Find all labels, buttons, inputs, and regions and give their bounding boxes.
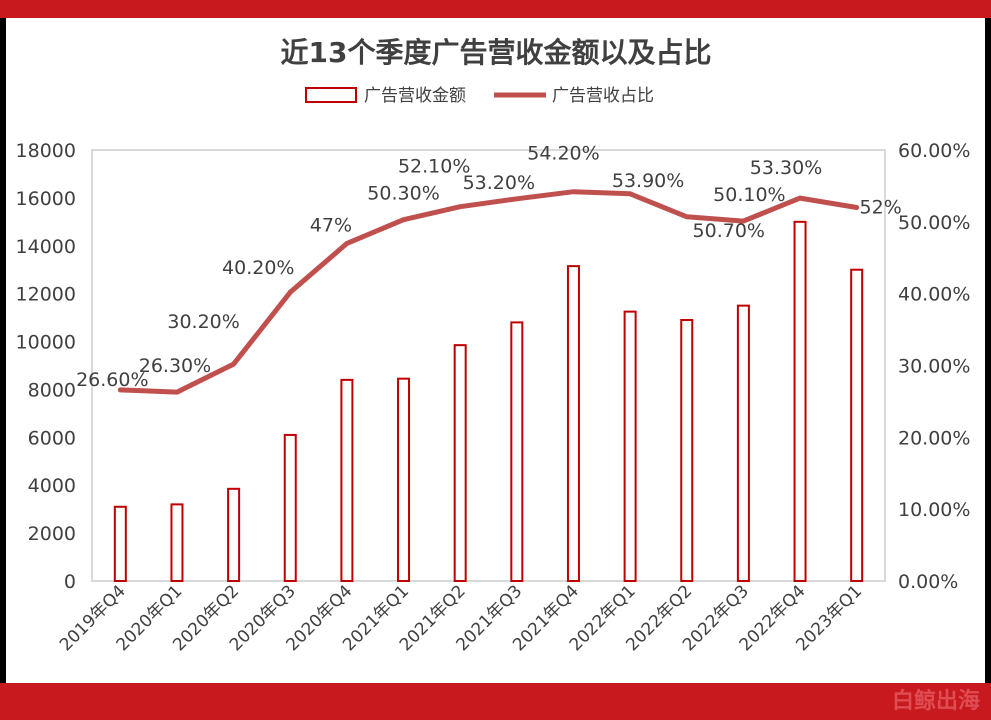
y-left-tick-label: 2000 [28,523,76,545]
bar [113,505,127,582]
line-data-label: 53.90% [612,170,684,192]
bar [170,503,184,582]
line-data-label: 52% [860,196,902,218]
top-banner [0,0,991,18]
y-right-tick-label: 20.00% [898,427,970,449]
y-right-tick-label: 30.00% [898,356,970,378]
y-left-tick-label: 0 [64,571,76,593]
line-data-label: 26.60% [76,369,148,391]
y-right-tick-label: 0.00% [898,571,958,593]
y-right-tick-label: 60.00% [898,140,970,162]
line-data-label: 26.30% [139,355,211,377]
bar [793,220,807,582]
bar [453,344,467,582]
y-left-tick-label: 10000 [16,332,76,354]
share-line [117,189,860,395]
legend-line-label: 广告营收占比 [552,86,654,106]
y-left-tick-label: 12000 [16,284,76,306]
legend-bar-swatch [305,87,357,103]
bar-series [113,220,864,583]
y-left-tick-label: 8000 [28,379,76,401]
y-right-tick-label: 40.00% [898,284,970,306]
line-series [117,189,860,395]
line-data-label: 40.20% [222,257,294,279]
bar [850,268,864,582]
line-data-label: 50.70% [693,220,765,242]
bar [283,433,297,583]
line-data-label: 30.20% [167,311,239,333]
bar [227,487,241,583]
bar [397,377,411,582]
bottom-banner [0,683,991,720]
legend-bar-label: 广告营收金额 [364,86,466,106]
y-right-tick-label: 10.00% [898,499,970,521]
line-data-label: 52.10% [398,156,470,178]
chart-title: 近13个季度广告营收金额以及占比 [281,36,712,69]
legend: 广告营收金额 广告营收占比 [305,86,654,106]
plot-area [91,149,886,582]
line-data-labels: 26.60%26.30%30.20%40.20%47%50.30%52.10%5… [76,143,902,391]
bar [510,321,524,582]
y-left-tick-label: 16000 [16,188,76,210]
y-left-tick-label: 18000 [16,140,76,162]
y-left-tick-label: 6000 [28,427,76,449]
line-data-label: 53.30% [750,157,822,179]
bar [340,378,354,582]
line-data-label: 47% [310,214,352,236]
y-right-tick-label: 50.00% [898,212,970,234]
watermark: 白鲸出海 [892,688,980,714]
y-left-axis: 0 2000 4000 6000 8000 10000 12000 14000 16000 180… [16,140,76,593]
bar [623,310,637,582]
y-left-tick-label: 4000 [28,475,76,497]
line-data-label: 50.30% [367,183,439,205]
line-data-label: 50.10% [713,184,785,206]
line-data-label: 53.20% [463,172,535,194]
y-left-tick-label: 14000 [16,236,76,258]
bar [566,265,580,582]
y-right-axis: 0.00% 10.00% 20.00% 30.00% 40.00% 50.00% 60.00… [898,140,970,593]
bar [680,319,694,582]
bar [736,304,750,582]
line-data-label: 54.20% [527,143,599,165]
